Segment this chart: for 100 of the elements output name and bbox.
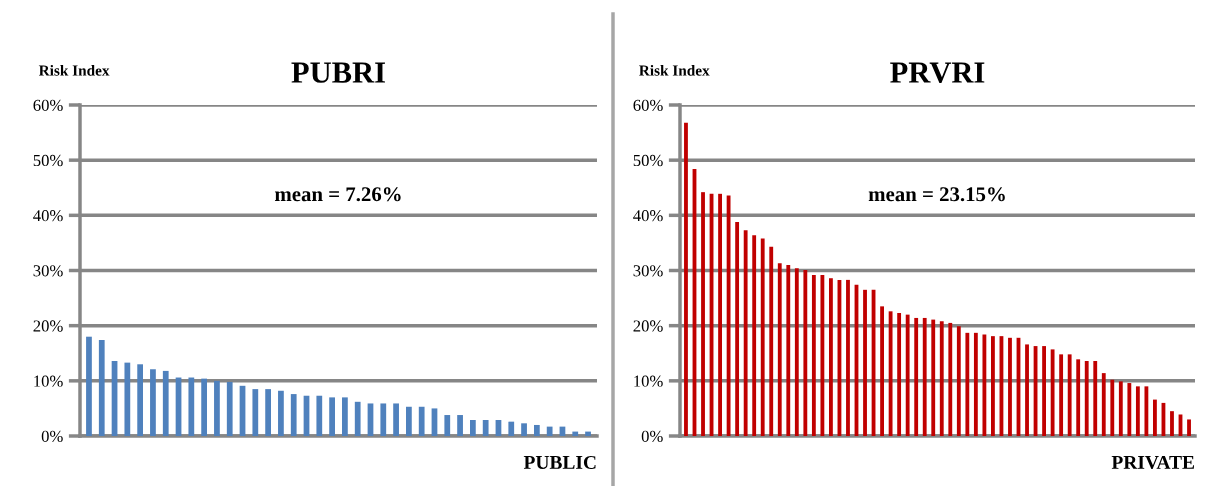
bar [521,423,527,436]
bar [278,390,284,436]
bar [752,235,757,436]
y-tick-label: 60% [33,99,63,111]
bar [956,326,961,436]
y-tick-label: 30% [633,265,663,277]
bar [1187,419,1191,436]
bar [354,401,361,436]
bar [1144,386,1149,436]
y-tick-label: 40% [633,210,663,222]
chart-title: PUBRI [291,62,385,83]
y-tick-label: 10% [634,375,663,387]
chart-title: PRVRI [890,62,985,84]
bar [948,322,953,436]
bar [508,421,515,436]
bar [226,381,233,436]
bar [86,336,92,436]
bar [533,424,540,436]
bar [1084,360,1089,436]
bar [482,420,489,436]
bar [201,378,208,436]
bar [1008,337,1012,436]
bar [939,321,944,436]
bar [991,336,995,436]
bar [743,230,748,436]
bar [922,317,927,436]
y-tick-label: 50% [33,154,63,167]
bar [811,274,816,436]
bar [769,246,774,436]
bar [342,397,348,436]
y-tick-label: 40% [33,210,63,222]
y-tick-label: 20% [633,320,663,332]
bar [1110,379,1115,436]
bar [735,221,740,436]
bar [1153,399,1157,436]
x-axis-title: PUBLIC [523,455,596,469]
bar [380,403,387,436]
bar [469,420,476,436]
bar [98,340,105,436]
bar [418,406,425,436]
bar [1118,381,1123,436]
bar [1101,373,1106,436]
annotation: mean = 7.26% [274,187,401,202]
bar [162,370,169,436]
bar [150,369,156,436]
bar [1025,344,1029,436]
bar [572,431,579,436]
bar [1127,383,1132,436]
bar [1059,354,1064,436]
bar [1093,360,1098,436]
bar [701,192,705,436]
y-tick-label: 10% [34,375,63,387]
bar [1042,346,1046,436]
bar [124,362,131,436]
y-axis-title: Risk Index [38,64,110,76]
y-tick-label: 0% [641,430,663,442]
bar [820,274,825,436]
bar [1050,349,1055,436]
bar [760,238,765,436]
bar [137,364,144,436]
bar [393,403,399,436]
bar [252,389,259,436]
bar [290,394,297,436]
bar [803,269,808,436]
bar [188,377,195,436]
bar [316,395,323,436]
bar [329,397,335,436]
bar [931,319,936,436]
y-axis-title: Risk Index [639,64,710,76]
bar [905,314,910,436]
bar [786,264,791,436]
bar [406,406,412,436]
y-tick-label: 20% [33,320,63,332]
y-tick-label: 0% [41,430,63,442]
bar [829,278,833,436]
bar [444,415,451,436]
x-axis-title: PRIVATE [1111,455,1194,470]
y-tick-label: 60% [633,99,663,111]
bar [897,312,902,436]
bar [888,311,893,436]
y-tick-label: 30% [33,265,63,277]
bar [1170,411,1174,436]
bar [880,306,884,436]
bar [965,332,970,436]
bar [863,289,867,436]
bar [546,426,553,436]
bar [777,263,782,436]
bar [265,389,271,436]
bar [718,193,722,436]
bar [1076,359,1081,436]
bar [457,415,463,436]
bar [684,122,688,436]
bar [726,195,731,436]
bar [982,334,987,436]
bar [794,268,799,436]
bar [846,279,850,436]
y-tick-label: 50% [633,154,663,167]
bar [585,431,591,436]
bar [1067,354,1072,436]
bar [1135,386,1140,436]
